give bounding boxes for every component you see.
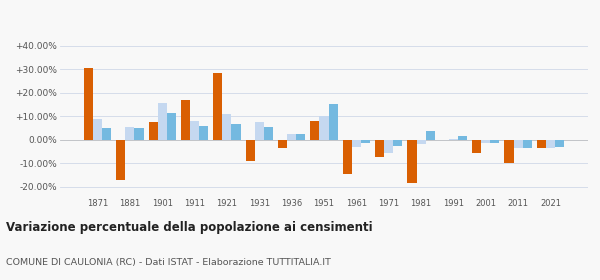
- Bar: [167, 113, 176, 140]
- Bar: [116, 140, 125, 179]
- Bar: [232, 124, 241, 140]
- Bar: [296, 134, 305, 140]
- Bar: [407, 140, 416, 183]
- Bar: [514, 140, 523, 148]
- Bar: [190, 121, 199, 140]
- Bar: [158, 103, 167, 140]
- Bar: [416, 140, 425, 144]
- Bar: [278, 140, 287, 148]
- Bar: [555, 140, 564, 147]
- Bar: [255, 122, 264, 140]
- Bar: [319, 116, 329, 140]
- Bar: [375, 140, 384, 157]
- Text: Variazione percentuale della popolazione ai censimenti: Variazione percentuale della popolazione…: [6, 221, 373, 234]
- Bar: [505, 140, 514, 163]
- Bar: [393, 140, 402, 146]
- Bar: [523, 140, 532, 148]
- Bar: [361, 140, 370, 143]
- Bar: [546, 140, 555, 148]
- Bar: [246, 140, 255, 161]
- Bar: [134, 128, 143, 140]
- Bar: [93, 118, 102, 140]
- Bar: [310, 121, 319, 140]
- Bar: [458, 136, 467, 140]
- Bar: [199, 126, 208, 140]
- Bar: [343, 140, 352, 174]
- Bar: [102, 128, 111, 140]
- Bar: [181, 100, 190, 140]
- Bar: [329, 104, 338, 140]
- Bar: [223, 114, 232, 140]
- Bar: [287, 134, 296, 140]
- Text: COMUNE DI CAULONIA (RC) - Dati ISTAT - Elaborazione TUTTITALIA.IT: COMUNE DI CAULONIA (RC) - Dati ISTAT - E…: [6, 258, 331, 267]
- Bar: [214, 73, 223, 140]
- Bar: [481, 140, 490, 143]
- Bar: [352, 140, 361, 147]
- Bar: [264, 127, 273, 140]
- Bar: [472, 140, 481, 153]
- Bar: [384, 140, 393, 153]
- Bar: [490, 140, 499, 143]
- Bar: [149, 122, 158, 140]
- Bar: [425, 131, 434, 140]
- Bar: [84, 68, 93, 140]
- Bar: [125, 127, 134, 140]
- Bar: [537, 140, 546, 148]
